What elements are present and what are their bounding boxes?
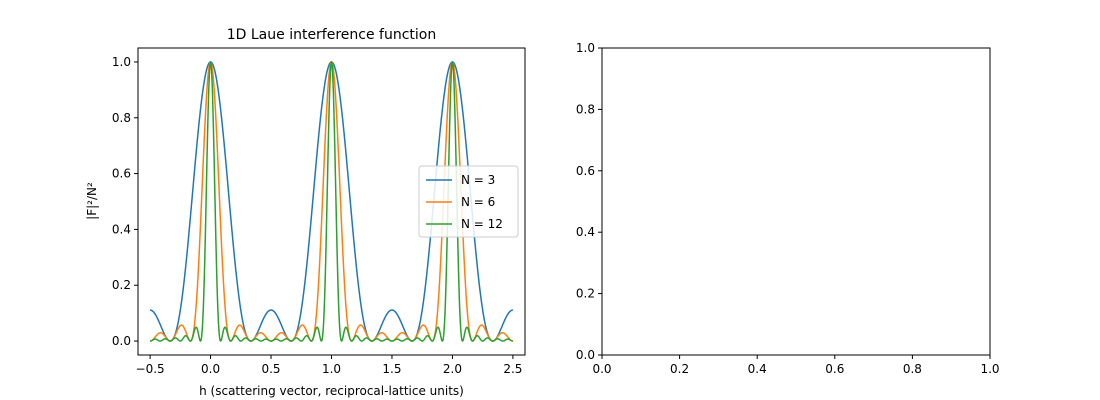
x-tick-label: 1.0 xyxy=(980,362,999,376)
y-tick-label: 0.2 xyxy=(112,278,131,292)
x-tick-label: 1.0 xyxy=(322,362,341,376)
y-tick-label: 0.4 xyxy=(576,225,595,239)
plot-frame-right xyxy=(601,47,991,356)
legend-entries: N = 3 N = 6 N = 12 xyxy=(426,173,503,231)
laue-chart: −0.5 0.0 0.5 1.0 1.5 2.0 2.5 0.0 0.2 0.4 0.6 0.8 1.… xyxy=(85,27,526,398)
y-tick-label: 0.8 xyxy=(576,102,595,116)
y-axis-ticks: 0.0 0.2 0.4 0.6 0.8 1.0 xyxy=(112,55,138,348)
chart-title: 1D Laue interference function xyxy=(227,27,437,43)
series-lines xyxy=(149,61,514,342)
legend: N = 3 N = 6 N = 12 xyxy=(418,165,519,238)
x-tick-label: 2.0 xyxy=(443,362,462,376)
legend-label: N = 3 xyxy=(461,173,495,187)
x-tick-label: 0.0 xyxy=(592,362,611,376)
empty-chart: 0.0 0.2 0.4 0.6 0.8 1.0 0.0 0.2 0.4 0.6 0.8 1.0 xyxy=(576,41,1000,376)
legend-label: N = 12 xyxy=(461,217,503,231)
x-tick-label: 0.5 xyxy=(261,362,280,376)
x-tick-label: 0.0 xyxy=(201,362,220,376)
y-tick-label: 0.8 xyxy=(112,111,131,125)
x-tick-label: 0.2 xyxy=(670,362,689,376)
y-axis-label: |F|²/N² xyxy=(85,182,99,220)
y-tick-label: 1.0 xyxy=(112,55,131,69)
y-tick-label: 0.6 xyxy=(576,164,595,178)
x-tick-label: 2.5 xyxy=(503,362,522,376)
x-tick-label: −0.5 xyxy=(136,362,165,376)
y-tick-label: 1.0 xyxy=(576,41,595,55)
x-tick-label: 0.4 xyxy=(748,362,767,376)
legend-label: N = 6 xyxy=(461,195,495,209)
x-tick-label: 0.6 xyxy=(825,362,844,376)
y-tick-label: 0.4 xyxy=(112,222,131,236)
legend-frame xyxy=(418,165,519,238)
series-line-N12 xyxy=(149,61,514,342)
y-tick-label: 0.2 xyxy=(576,287,595,301)
x-tick-label: 1.5 xyxy=(382,362,401,376)
y-axis-ticks: 0.0 0.2 0.4 0.6 0.8 1.0 xyxy=(576,41,602,362)
y-tick-label: 0.0 xyxy=(576,348,595,362)
y-tick-label: 0.0 xyxy=(112,334,131,348)
x-tick-label: 0.8 xyxy=(903,362,922,376)
x-axis-ticks: −0.5 0.0 0.5 1.0 1.5 2.0 2.5 xyxy=(136,355,522,376)
x-axis-label: h (scattering vector, reciprocal-lattice… xyxy=(199,384,464,398)
y-tick-label: 0.6 xyxy=(112,167,131,181)
x-axis-ticks: 0.0 0.2 0.4 0.6 0.8 1.0 xyxy=(592,355,1000,376)
